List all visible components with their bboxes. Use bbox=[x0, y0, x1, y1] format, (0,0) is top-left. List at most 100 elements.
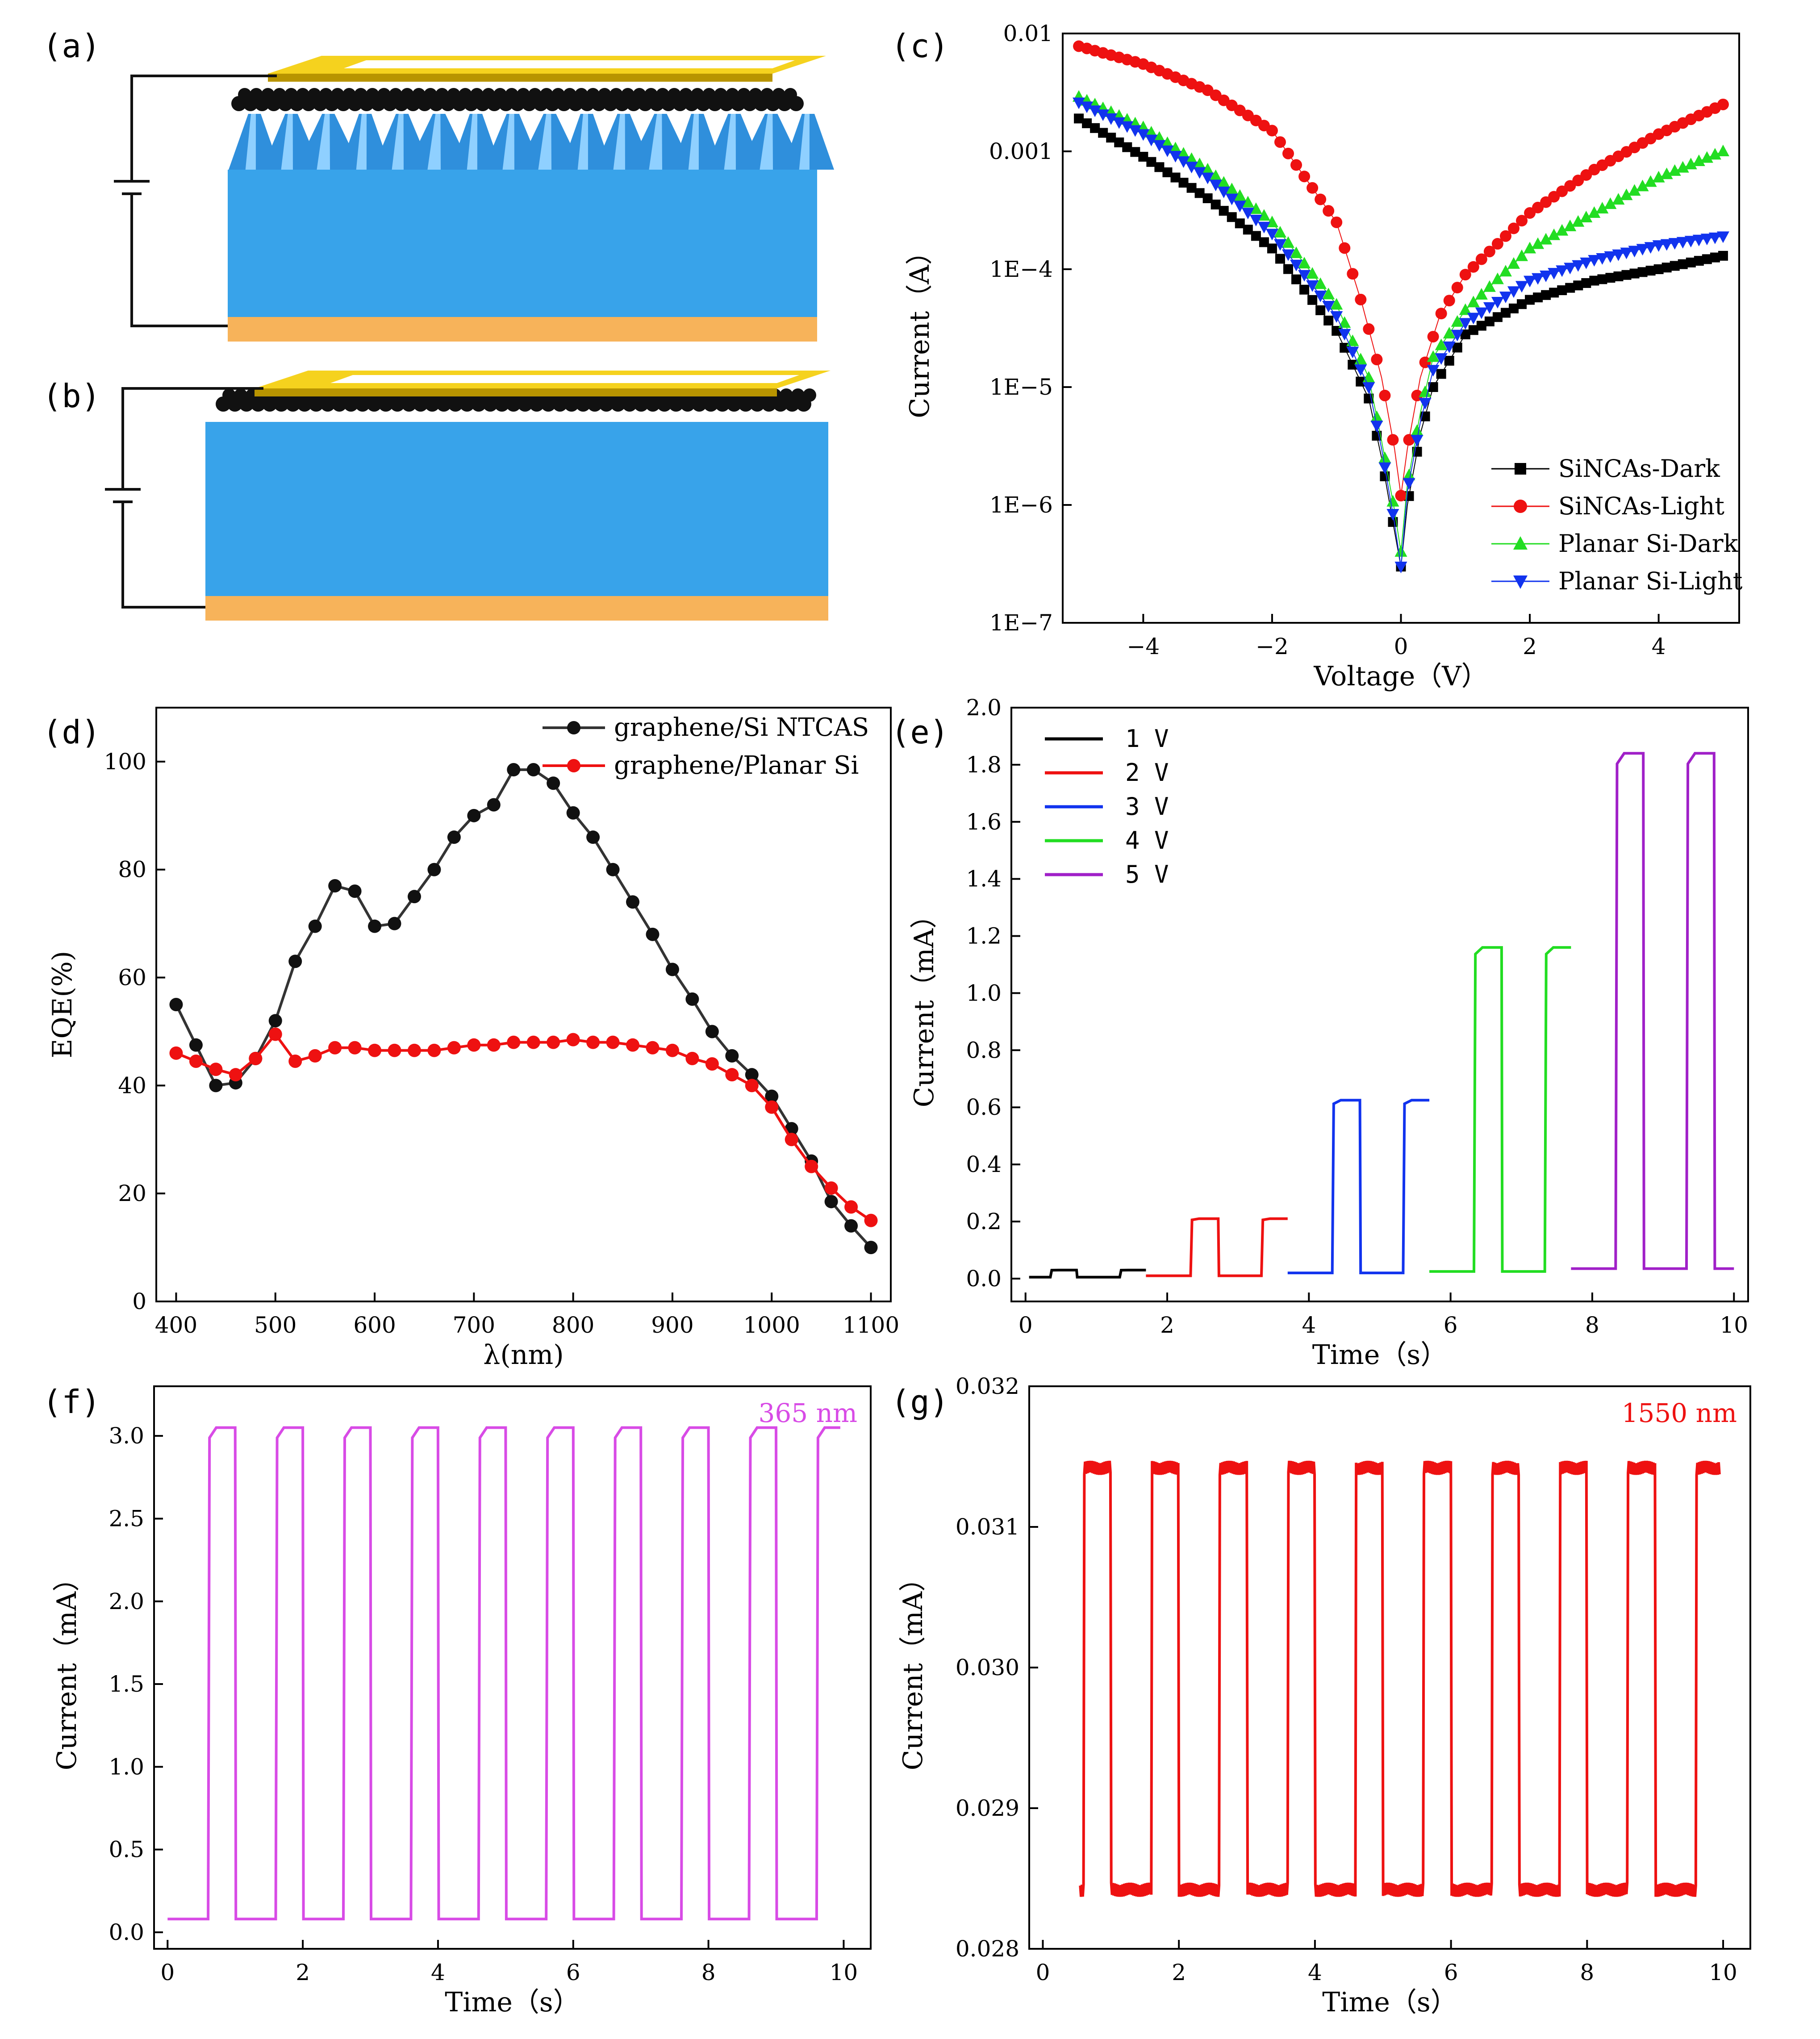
graphene-atom bbox=[586, 88, 600, 101]
legend-label: Planar Si-Light bbox=[1558, 567, 1743, 595]
circuit-wire bbox=[121, 502, 205, 609]
data-point bbox=[487, 1038, 501, 1052]
data-point bbox=[268, 1027, 282, 1041]
data-point bbox=[1517, 299, 1527, 309]
data-point bbox=[1676, 237, 1689, 249]
trace-segment bbox=[1029, 1268, 1146, 1279]
data-point bbox=[1653, 264, 1664, 274]
data-point bbox=[745, 1079, 759, 1092]
data-point bbox=[1525, 295, 1535, 305]
y-tick-label: 20 bbox=[118, 1180, 146, 1206]
x-tick-label: 1100 bbox=[843, 1312, 899, 1338]
data-point bbox=[1177, 147, 1190, 159]
graphene-atom bbox=[656, 88, 669, 101]
data-point bbox=[1718, 250, 1728, 261]
data-point bbox=[1355, 293, 1367, 305]
data-point bbox=[169, 1046, 183, 1060]
data-point bbox=[1170, 172, 1181, 183]
eqe-series-1 bbox=[169, 1027, 878, 1227]
data-point bbox=[1209, 169, 1222, 181]
graphene-atom bbox=[679, 88, 693, 101]
data-point bbox=[1604, 251, 1617, 263]
data-point bbox=[1459, 303, 1472, 315]
data-point bbox=[1444, 355, 1454, 366]
data-point bbox=[1467, 296, 1480, 308]
data-point bbox=[1652, 240, 1665, 252]
data-point bbox=[665, 1043, 679, 1057]
x-tick-label: 2 bbox=[1160, 1312, 1174, 1338]
y-tick-label: 0.0 bbox=[109, 1919, 144, 1945]
data-point bbox=[1668, 238, 1681, 250]
data-point bbox=[1580, 257, 1593, 269]
data-point bbox=[328, 879, 342, 892]
x-tick-label: 8 bbox=[1580, 1960, 1594, 1985]
data-point bbox=[626, 895, 640, 909]
data-point bbox=[566, 1033, 580, 1047]
data-point bbox=[1282, 236, 1294, 248]
data-point bbox=[1298, 257, 1311, 269]
data-point bbox=[1185, 162, 1198, 174]
gold-electrode-edge bbox=[268, 74, 772, 82]
data-point bbox=[1716, 231, 1729, 243]
data-point bbox=[1403, 478, 1415, 490]
data-point bbox=[1169, 150, 1182, 163]
data-point bbox=[1541, 290, 1551, 300]
iv-chart-c: −4 −2 0 2 4 1E−7 1E−6 1E−5 1E−4 0.001 0.01 Voltage（… bbox=[904, 21, 1743, 692]
data-point bbox=[1386, 509, 1399, 521]
data-point bbox=[1636, 244, 1649, 256]
data-point bbox=[1178, 178, 1189, 188]
data-point bbox=[1306, 280, 1319, 292]
data-point bbox=[1291, 274, 1302, 284]
data-point bbox=[1227, 212, 1237, 222]
x-tick-label: 10 bbox=[1709, 1960, 1737, 1985]
graphene-atom bbox=[482, 88, 495, 101]
data-point bbox=[1217, 187, 1230, 199]
legend-label: 3 V bbox=[1125, 792, 1169, 821]
data-point bbox=[725, 1068, 739, 1082]
panel-label-b: (b) bbox=[42, 377, 100, 415]
data-point bbox=[864, 1241, 878, 1255]
data-point bbox=[1275, 254, 1285, 264]
data-point bbox=[1378, 451, 1391, 463]
data-point bbox=[1716, 145, 1729, 156]
data-point bbox=[1443, 327, 1456, 339]
data-point bbox=[547, 1035, 560, 1049]
nanocone-highlight bbox=[317, 114, 330, 170]
data-point bbox=[1177, 156, 1190, 168]
data-point bbox=[1467, 261, 1479, 273]
x-tick-label: 2 bbox=[1172, 1960, 1186, 1985]
data-point bbox=[1081, 101, 1094, 113]
data-point bbox=[1161, 136, 1174, 148]
electrode-window bbox=[344, 60, 795, 68]
x-tick-label: −2 bbox=[1256, 634, 1289, 659]
data-point bbox=[1330, 298, 1343, 310]
bottom-electrode bbox=[205, 596, 828, 621]
data-point bbox=[1694, 256, 1704, 266]
data-point bbox=[1581, 278, 1591, 288]
y-tick-label: 60 bbox=[118, 965, 146, 991]
data-point bbox=[1684, 158, 1697, 170]
data-point bbox=[1524, 275, 1536, 288]
data-point bbox=[1290, 159, 1302, 171]
nanocone-highlight bbox=[467, 114, 477, 170]
y-tick-label: 1.4 bbox=[966, 866, 1002, 892]
data-point bbox=[1717, 98, 1729, 110]
data-point bbox=[1700, 151, 1713, 163]
data-point bbox=[1338, 329, 1351, 341]
data-point bbox=[1428, 382, 1438, 392]
data-point bbox=[1138, 152, 1148, 162]
data-point bbox=[1435, 353, 1448, 365]
x-axis-label: Time（s） bbox=[1322, 1987, 1457, 2018]
data-point bbox=[1515, 249, 1528, 261]
data-point bbox=[427, 1043, 441, 1057]
data-point bbox=[507, 1035, 521, 1049]
data-point bbox=[1628, 246, 1641, 258]
data-point bbox=[685, 992, 699, 1006]
data-point bbox=[1346, 346, 1359, 359]
data-point bbox=[1251, 231, 1261, 241]
data-point bbox=[189, 1054, 203, 1068]
data-point bbox=[1483, 302, 1496, 314]
y-tick-label: 100 bbox=[104, 749, 146, 775]
x-tick-label: 6 bbox=[1444, 1960, 1458, 1985]
